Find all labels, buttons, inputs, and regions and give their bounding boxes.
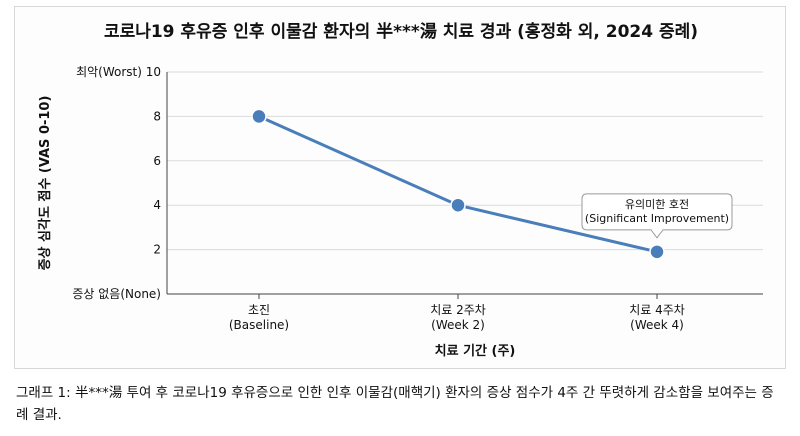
chart-frame: 코로나19 후유증 인후 이물감 환자의 半***湯 치료 경과 (홍정화 외,… — [14, 6, 786, 369]
annotation-callout — [581, 193, 733, 239]
series-line — [257, 114, 659, 254]
data-point — [649, 244, 665, 260]
annotation-text: 유의미한 호전 — [625, 198, 689, 211]
annotation-text: (Significant Improvement) — [585, 212, 729, 225]
y-tick-label: 증상 없음(None) — [72, 287, 161, 301]
x-tick-label: (Week 4) — [630, 318, 684, 332]
y-tick-label: 8 — [153, 109, 161, 123]
x-tick-label: (Baseline) — [229, 318, 289, 332]
line-chart: 최악(Worst) 10 8 6 4 2 증상 없음(None) 초진(Baseline) 치… — [37, 65, 763, 359]
y-axis-title: 증상 심각도 점수 (VAS 0-10) — [37, 96, 53, 271]
y-tick-label: 4 — [153, 198, 161, 212]
x-tick-label: 초진 — [248, 303, 270, 317]
y-tick-label: 2 — [153, 243, 161, 257]
y-tick-label: 6 — [153, 154, 161, 168]
figure-caption: 그래프 1: 半***湯 투여 후 코로나19 후유증으로 인한 인후 이물감(… — [16, 385, 774, 423]
data-point — [251, 108, 267, 125]
x-tick-label: 치료 2주차 — [430, 303, 486, 317]
x-axis-title: 치료 기간 (주) — [435, 343, 516, 359]
x-tick-label: (Week 2) — [431, 318, 485, 332]
data-point — [450, 197, 466, 213]
chart-title: 코로나19 후유증 인후 이물감 환자의 半***湯 치료 경과 (홍정화 외,… — [103, 22, 699, 42]
y-tick-label: 최악(Worst) 10 — [76, 65, 161, 79]
x-tick-label: 치료 4주차 — [629, 303, 685, 317]
